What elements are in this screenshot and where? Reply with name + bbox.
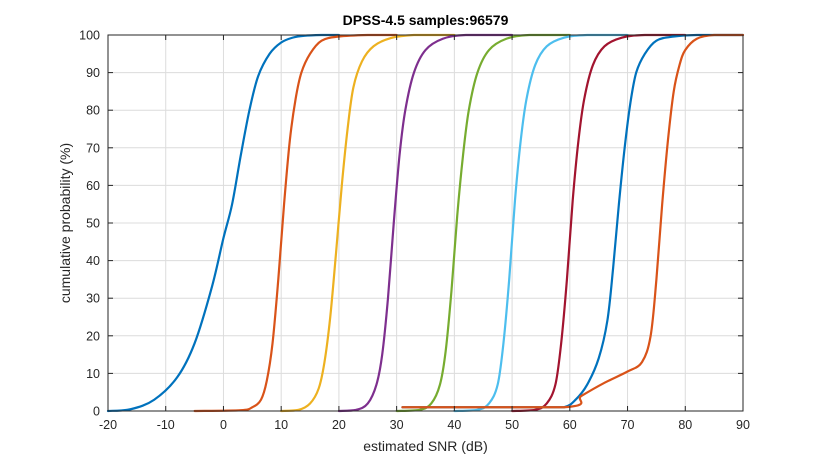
series-line-10-db	[193, 33, 398, 413]
series-line-50-db	[453, 33, 629, 413]
series-line-20-db	[280, 33, 456, 413]
y-tick-label: 60	[86, 179, 100, 193]
y-axis-label: cumulative probability (%)	[57, 143, 73, 303]
y-tick-label: 70	[86, 141, 100, 155]
x-tick-label: 90	[736, 418, 750, 432]
series-layer	[106, 33, 745, 413]
y-tick-label: 80	[86, 104, 100, 118]
y-tick-label: 0	[93, 405, 100, 419]
x-tick-label: 10	[274, 418, 288, 432]
y-tick-label: 20	[86, 329, 100, 343]
y-tick-label: 10	[86, 367, 100, 381]
x-tick-label: -20	[99, 418, 117, 432]
series-line-60-db	[510, 33, 687, 413]
x-tick-label: 60	[563, 418, 577, 432]
y-tick-label: 30	[86, 292, 100, 306]
y-tick-label: 100	[79, 29, 100, 43]
x-tick-label: 0	[220, 418, 227, 432]
series-line-40-db	[395, 33, 571, 413]
series-line-70-db	[401, 33, 745, 409]
x-tick-label: 50	[505, 418, 519, 432]
axis-ticks: -20 -10 0 10 20 30 40 50 60 70 80 90 0 10 20 30 40 50 60 70…	[79, 29, 750, 433]
x-tick-label: 30	[390, 418, 404, 432]
y-tick-label: 90	[86, 66, 100, 80]
y-tick-label: 40	[86, 254, 100, 268]
x-tick-label: 40	[447, 418, 461, 432]
chart-title: DPSS-4.5 samples:96579	[343, 12, 509, 28]
series-line-30-db	[337, 33, 514, 413]
x-axis-label: estimated SNR (dB)	[363, 438, 487, 454]
x-tick-label: -10	[157, 418, 175, 432]
series-line-0-db	[106, 33, 341, 413]
x-tick-label: 20	[332, 418, 346, 432]
x-tick-label: 80	[678, 418, 692, 432]
x-tick-label: 70	[621, 418, 635, 432]
y-tick-label: 50	[86, 217, 100, 231]
series-line-80-db	[401, 33, 745, 409]
